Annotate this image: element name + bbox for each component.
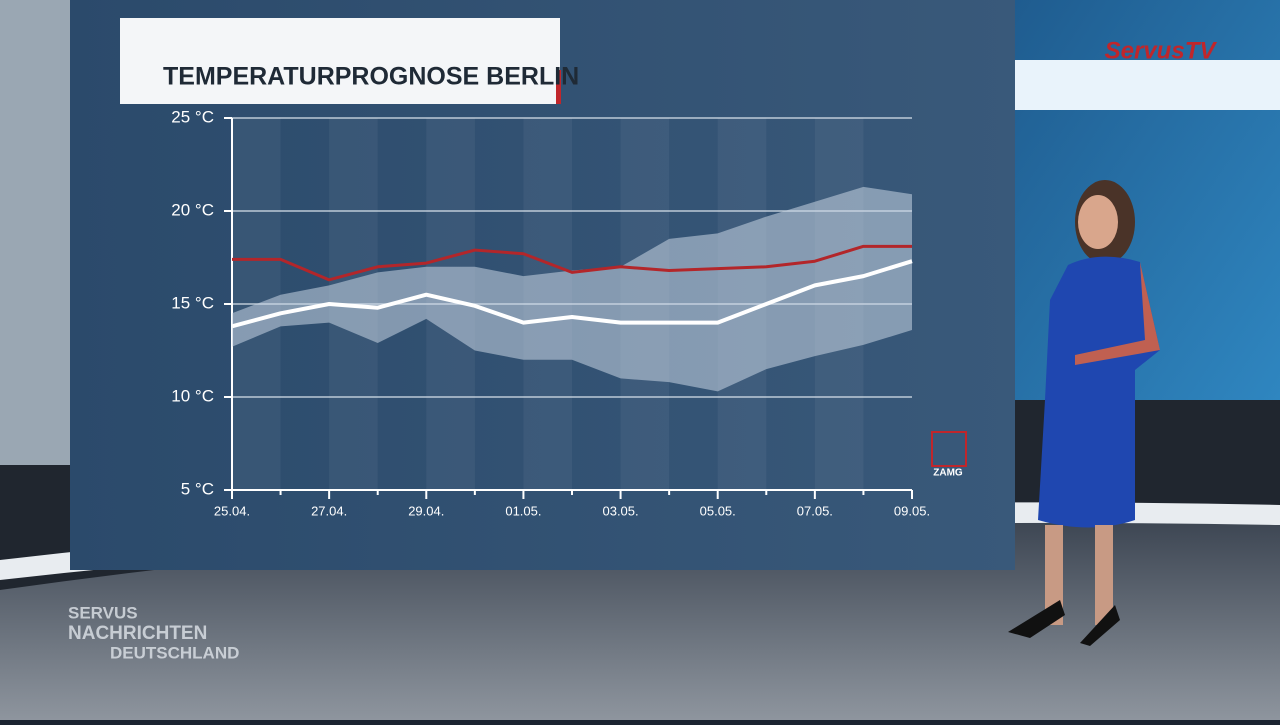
show-logo-line: DEUTSCHLAND [110,643,239,662]
x-tick-label: 01.05. [505,503,541,518]
x-tick-label: 05.05. [700,503,736,518]
chart-title: TEMPERATURPROGNOSE BERLIN [163,63,579,91]
x-tick-label: 27.04. [311,503,347,518]
y-tick-label: 10 °C [171,386,214,405]
presenter-face [1078,195,1118,249]
presenter-shoe [1008,600,1065,638]
presenter-shoe [1080,605,1120,646]
show-logo-line: NACHRICHTEN [68,623,207,644]
source-label: ZAMG [933,468,963,479]
presenter [1008,180,1160,646]
right-screen-band [1015,60,1280,110]
presenter-leg [1095,525,1113,625]
title-accent [556,70,561,104]
y-tick-label: 20 °C [171,200,214,219]
x-tick-label: 25.04. [214,503,250,518]
presenter-leg [1045,525,1063,625]
source-icon [931,431,967,467]
y-tick-label: 5 °C [181,479,214,498]
presenter-sleeve [1075,262,1160,365]
show-logo-line: SERVUS [68,603,138,622]
x-tick-label: 07.05. [797,503,833,518]
x-tick-label: 09.05. [894,503,930,518]
source-logo: ZAMG [931,431,967,479]
y-tick-label: 25 °C [171,107,214,126]
range-band [232,186,912,392]
channel-logo: ServusTV [1105,37,1218,64]
series-line [232,244,912,282]
title-box [120,18,560,104]
left-screen [0,0,82,465]
show-logo: SERVUS NACHRICHTEN DEUTSCHLAND [68,603,239,662]
y-tick-label: 15 °C [171,293,214,312]
presenter-dress [1038,256,1160,528]
x-tick-label: 29.04. [408,503,444,518]
x-tick-label: 03.05. [602,503,638,518]
series-line [231,259,913,329]
chart: 5 °C 10 °C 15 °C 20 °C 25 °C 25.04. 27.04. 29.0… [171,107,930,518]
